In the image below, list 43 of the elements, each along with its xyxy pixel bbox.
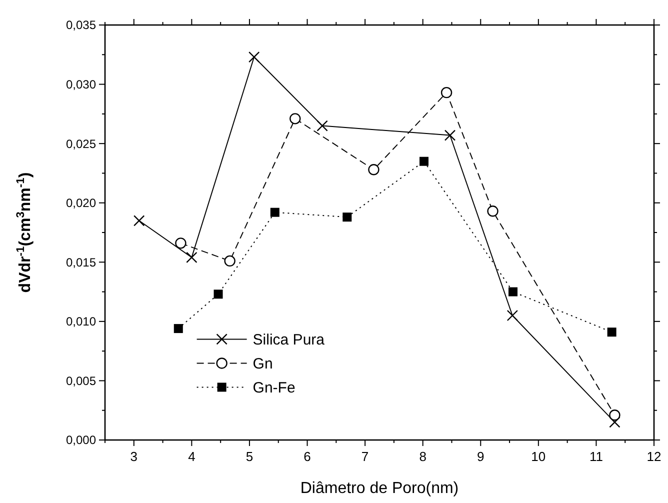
y-tick-label: 0,010: [66, 314, 96, 329]
point: [316, 120, 328, 132]
y-tick-label: 0,005: [66, 374, 96, 388]
x-tick-label: 12: [646, 449, 662, 464]
legend-label: Silica Pura: [252, 331, 326, 348]
y-tick-label: 0,030: [66, 77, 96, 92]
point: [186, 252, 198, 263]
legend-label: Gn: [252, 355, 273, 372]
x-tick-label: 5: [246, 449, 254, 464]
point: [609, 416, 620, 428]
x-tick-label: 11: [589, 449, 603, 464]
point: [609, 410, 620, 421]
point: [290, 113, 301, 124]
point: [224, 255, 236, 267]
point: [506, 310, 518, 322]
point: [214, 290, 223, 299]
point: [174, 324, 183, 334]
point: [270, 208, 280, 217]
y-tick-label: 0,000: [66, 433, 96, 448]
x-tick-label: 8: [419, 449, 426, 464]
point: [133, 215, 145, 226]
legend-label: Gn-Fe: [252, 379, 296, 396]
x-tick-label: 7: [361, 449, 369, 464]
point: [368, 164, 380, 176]
x-tick-label: 9: [477, 449, 484, 464]
point: [440, 86, 452, 98]
y-tick-label: 0,025: [66, 136, 96, 151]
point: [420, 156, 428, 166]
point: [508, 287, 518, 296]
x-tick-label: 4: [188, 449, 196, 464]
point: [248, 51, 260, 63]
point: [487, 206, 498, 217]
y-tick-label: 0,035: [66, 18, 96, 32]
point: [342, 212, 352, 222]
x-tick-label: 6: [304, 449, 311, 464]
x-tick-label: 10: [531, 449, 546, 464]
point: [175, 238, 186, 249]
y-tick-label: 0,020: [66, 196, 96, 210]
point: [607, 328, 616, 337]
y-tick-label: 0,015: [66, 255, 96, 270]
x-tick-label: 3: [130, 449, 138, 464]
point: [444, 130, 456, 141]
x-axis-title: Diâmetro de Poro(nm): [300, 480, 459, 497]
